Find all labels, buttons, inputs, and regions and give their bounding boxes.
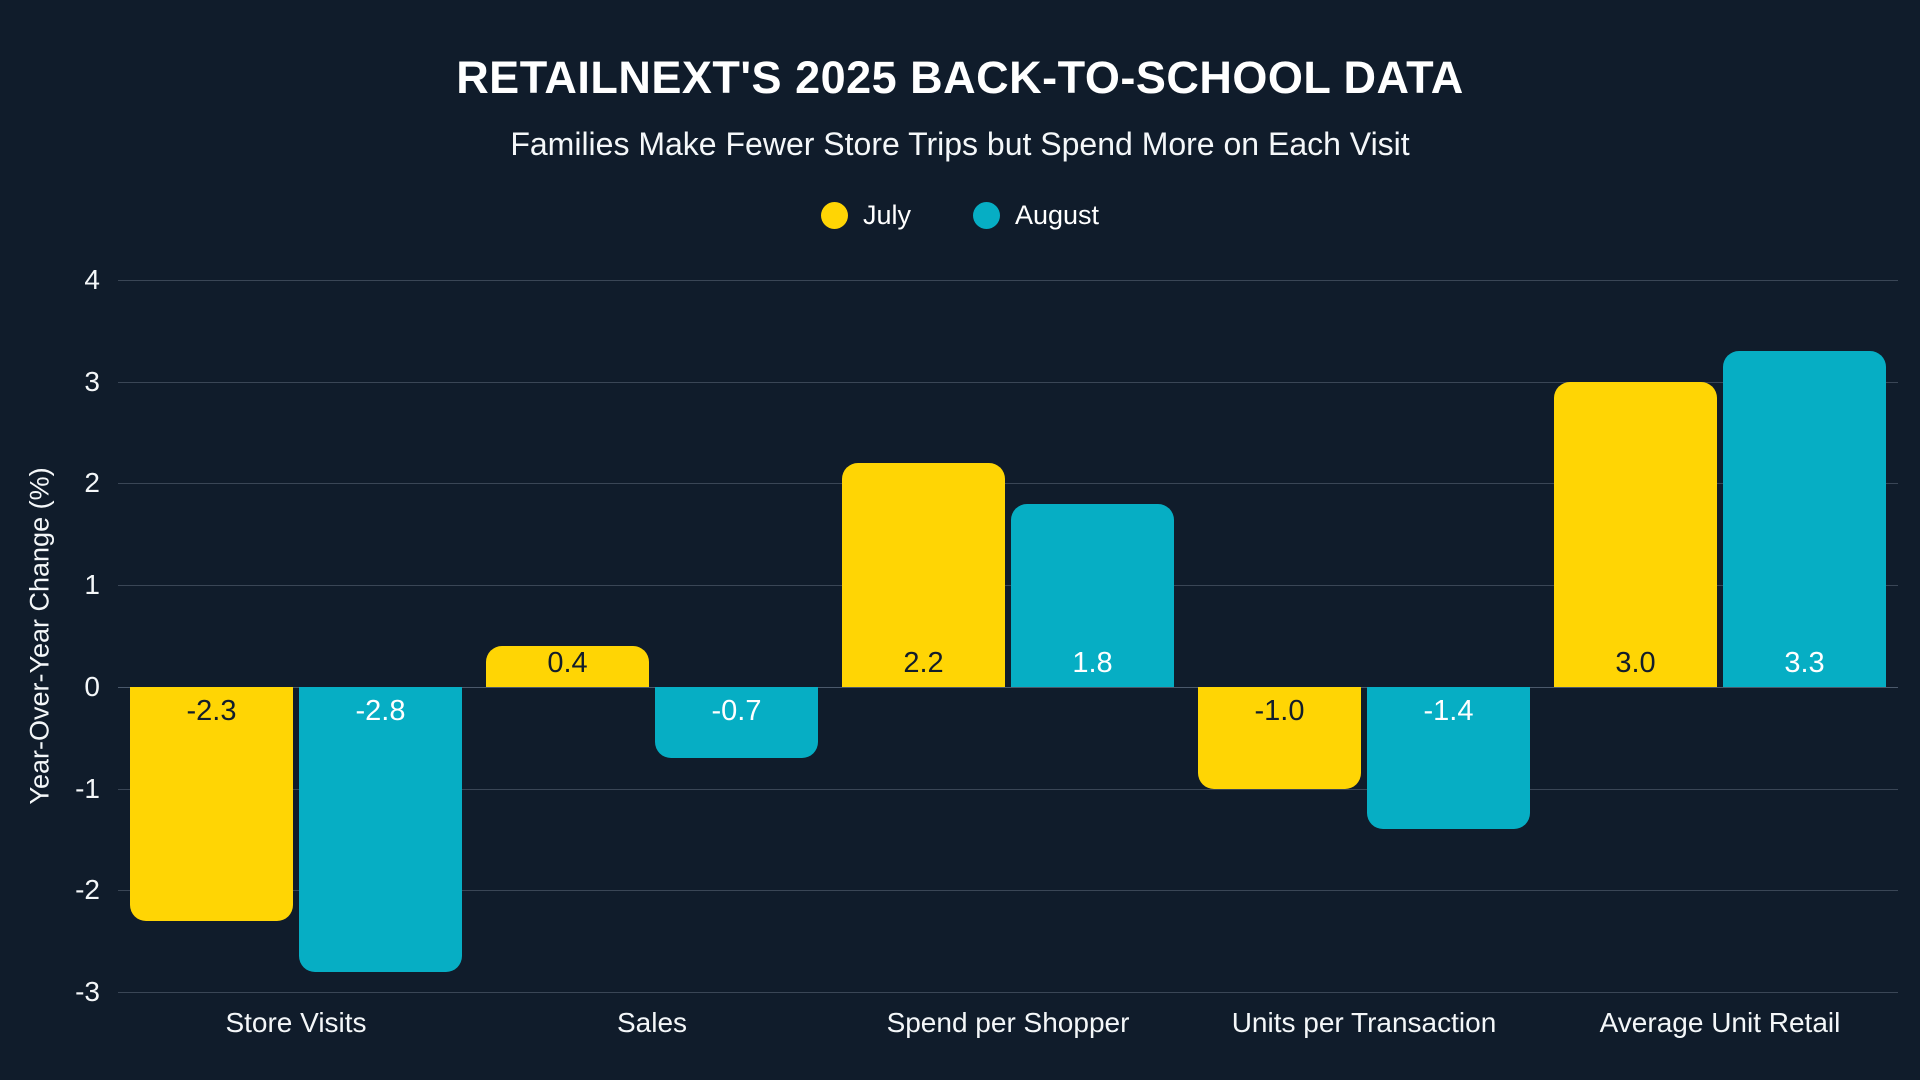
x-category-label: Units per Transaction (1231, 1007, 1497, 1038)
bar-july-units-per-transaction: -1.0 (1198, 686, 1361, 789)
bar-august-sales: -0.7 (655, 686, 818, 759)
gridline-y-2 (118, 483, 1898, 485)
bar-value-label: 2.2 (903, 646, 944, 679)
bar-value-label: 1.8 (1072, 646, 1113, 679)
bar-july-average-unit-retail: 3.0 (1554, 381, 1717, 687)
bar-august-average-unit-retail: 3.3 (1723, 351, 1886, 687)
y-tick-label: 1 (84, 569, 100, 601)
y-tick-label: 3 (84, 365, 100, 397)
y-tick-label: 0 (84, 670, 100, 702)
y-tick-label: 4 (84, 264, 100, 295)
x-category-label: Sales (616, 1007, 688, 1038)
gridline-y-1 (118, 585, 1898, 587)
plot-area: -2.3 -2.8 0.4 -0.7 2.2 1.8 -1.0 -1.4 3.0 3.3 (118, 280, 1898, 993)
bar-july-spend-per-shopper: 2.2 (842, 463, 1005, 687)
bar-value-label: 3.0 (1615, 646, 1656, 679)
gridline-y--3 (118, 992, 1898, 993)
y-tick-label: 2 (84, 467, 100, 499)
chart-subtitle: Families Make Fewer Store Trips but Spen… (510, 126, 1410, 162)
y-tick-label: -3 (75, 976, 100, 1007)
legend-label: August (1014, 200, 1100, 230)
bar-value-label: 3.3 (1784, 646, 1825, 679)
bar-value-label: -0.7 (711, 694, 762, 727)
bar-value-label: 0.4 (547, 646, 588, 679)
legend-item-july: July (820, 200, 911, 231)
chart-title: RETAILNEXT'S 2025 BACK-TO-SCHOOL DATA (456, 52, 1464, 103)
bar-value-label: -1.0 (1254, 694, 1305, 727)
bar-value-label: -1.4 (1423, 694, 1474, 727)
gridline-y--1 (118, 788, 1898, 790)
gridline-y-4 (118, 280, 1898, 281)
y-axis-title: Year-Over-Year Change (%) (24, 467, 55, 805)
legend-label: July (862, 200, 911, 230)
bar-july-store-visits: -2.3 (130, 686, 293, 921)
bar-august-spend-per-shopper: 1.8 (1011, 503, 1174, 687)
y-tick-label: -2 (75, 874, 100, 906)
legend: July August (0, 200, 1920, 231)
bar-value-label: -2.8 (355, 694, 406, 727)
gridline-y-3 (118, 381, 1898, 383)
gridline-y--2 (118, 890, 1898, 892)
bar-value-label: -2.3 (186, 694, 237, 727)
legend-swatch-august (972, 202, 1000, 229)
legend-item-august: August (972, 200, 1100, 231)
x-category-label: Average Unit Retail (1599, 1007, 1841, 1038)
bar-august-store-visits: -2.8 (299, 686, 462, 972)
zero-gridline (118, 686, 1898, 688)
bar-august-units-per-transaction: -1.4 (1367, 686, 1530, 830)
legend-swatch-july (820, 202, 848, 229)
x-category-label: Store Visits (225, 1007, 367, 1038)
bar-july-sales: 0.4 (486, 646, 649, 687)
x-category-label: Spend per Shopper (886, 1007, 1130, 1038)
y-tick-label: -1 (75, 772, 100, 804)
